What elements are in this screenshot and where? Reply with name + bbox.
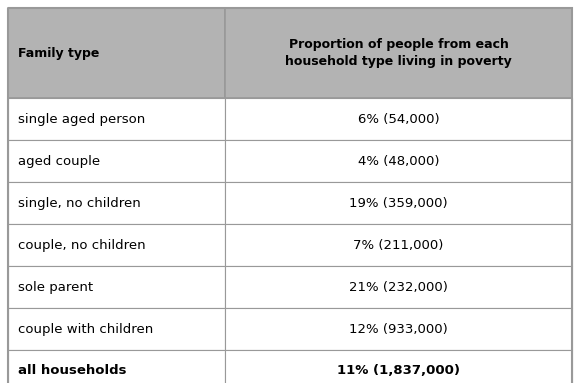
Text: 21% (232,000): 21% (232,000) bbox=[349, 280, 448, 293]
Bar bbox=[8, 308, 225, 350]
Bar bbox=[225, 8, 572, 98]
Bar bbox=[8, 266, 225, 308]
Text: all households: all households bbox=[18, 365, 126, 378]
Text: 19% (359,000): 19% (359,000) bbox=[349, 196, 448, 210]
Text: 6% (54,000): 6% (54,000) bbox=[358, 113, 440, 126]
Text: single, no children: single, no children bbox=[18, 196, 141, 210]
Bar bbox=[225, 266, 572, 308]
Bar bbox=[225, 350, 572, 383]
Text: 7% (211,000): 7% (211,000) bbox=[353, 239, 444, 252]
Bar bbox=[8, 350, 225, 383]
Bar bbox=[225, 182, 572, 224]
Bar bbox=[225, 98, 572, 140]
Bar bbox=[8, 224, 225, 266]
Text: single aged person: single aged person bbox=[18, 113, 145, 126]
Text: couple with children: couple with children bbox=[18, 322, 153, 336]
Text: sole parent: sole parent bbox=[18, 280, 93, 293]
Bar bbox=[8, 182, 225, 224]
Bar bbox=[225, 308, 572, 350]
Text: 4% (48,000): 4% (48,000) bbox=[358, 154, 439, 167]
Text: Proportion of people from each
household type living in poverty: Proportion of people from each household… bbox=[285, 38, 512, 68]
Bar bbox=[8, 8, 225, 98]
Text: couple, no children: couple, no children bbox=[18, 239, 146, 252]
Bar bbox=[225, 224, 572, 266]
Text: 11% (1,837,000): 11% (1,837,000) bbox=[337, 365, 460, 378]
Bar bbox=[8, 98, 225, 140]
Text: aged couple: aged couple bbox=[18, 154, 100, 167]
Text: 12% (933,000): 12% (933,000) bbox=[349, 322, 448, 336]
Bar bbox=[8, 140, 225, 182]
Text: Family type: Family type bbox=[18, 46, 99, 59]
Bar bbox=[225, 140, 572, 182]
